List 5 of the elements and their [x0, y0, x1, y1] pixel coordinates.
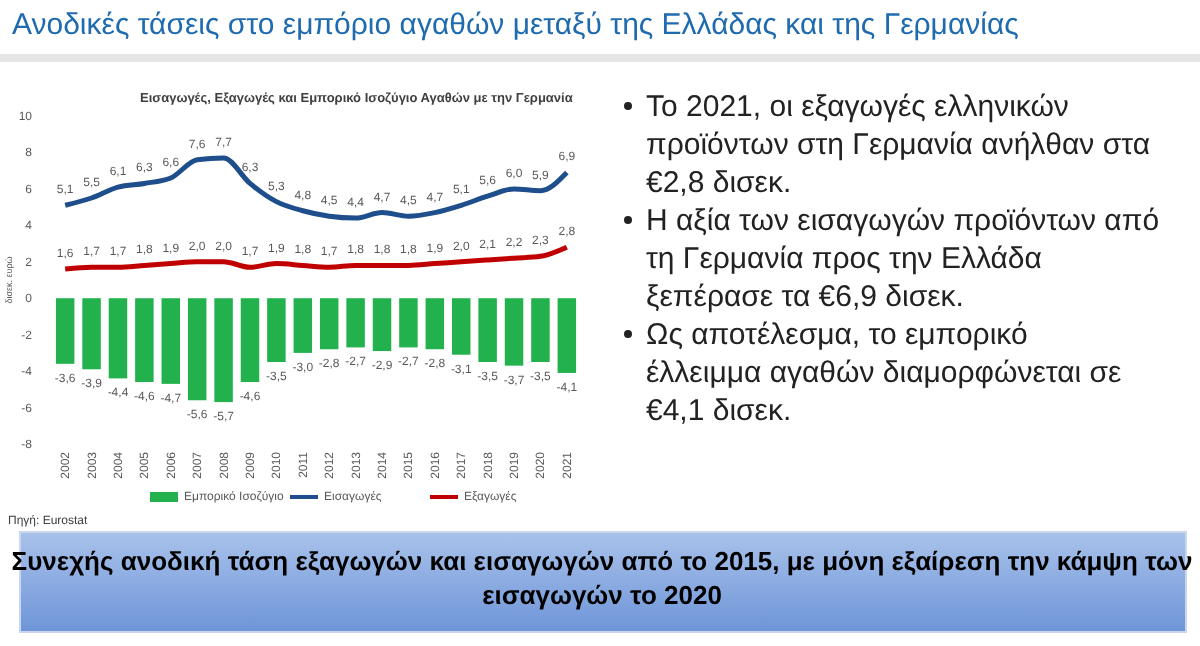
- text: Ως αποτέλεσμα, το εμπορικό έλλειμμα αγαθών διαμορφώνεται σε €4,1 δισεκ.: [646, 318, 1123, 428]
- text: Η αξία των εισαγωγών προϊόντων από τη Γερμανία προς την Ελλάδα ξεπέρασε τα €6,9 δισεκ.: [646, 204, 1160, 314]
- text: Συνεχής ανοδική τάση εξαγωγών και εισαγωγών από το 2015, με μόνη εξαίρεση την κάμψη των εισαγωγών το 2020: [11, 546, 1193, 610]
- text: Το 2021, οι εξαγωγές ελληνικών προϊόντων στη Γερμανία ανήλθαν στα €2,8 δισεκ.: [646, 90, 1151, 200]
- chart-title: Ανοδικές τάσεις στο εμπόριο αγαθών μεταξύ της Ελλάδας και της Γερμανίας: [12, 8, 1019, 42]
